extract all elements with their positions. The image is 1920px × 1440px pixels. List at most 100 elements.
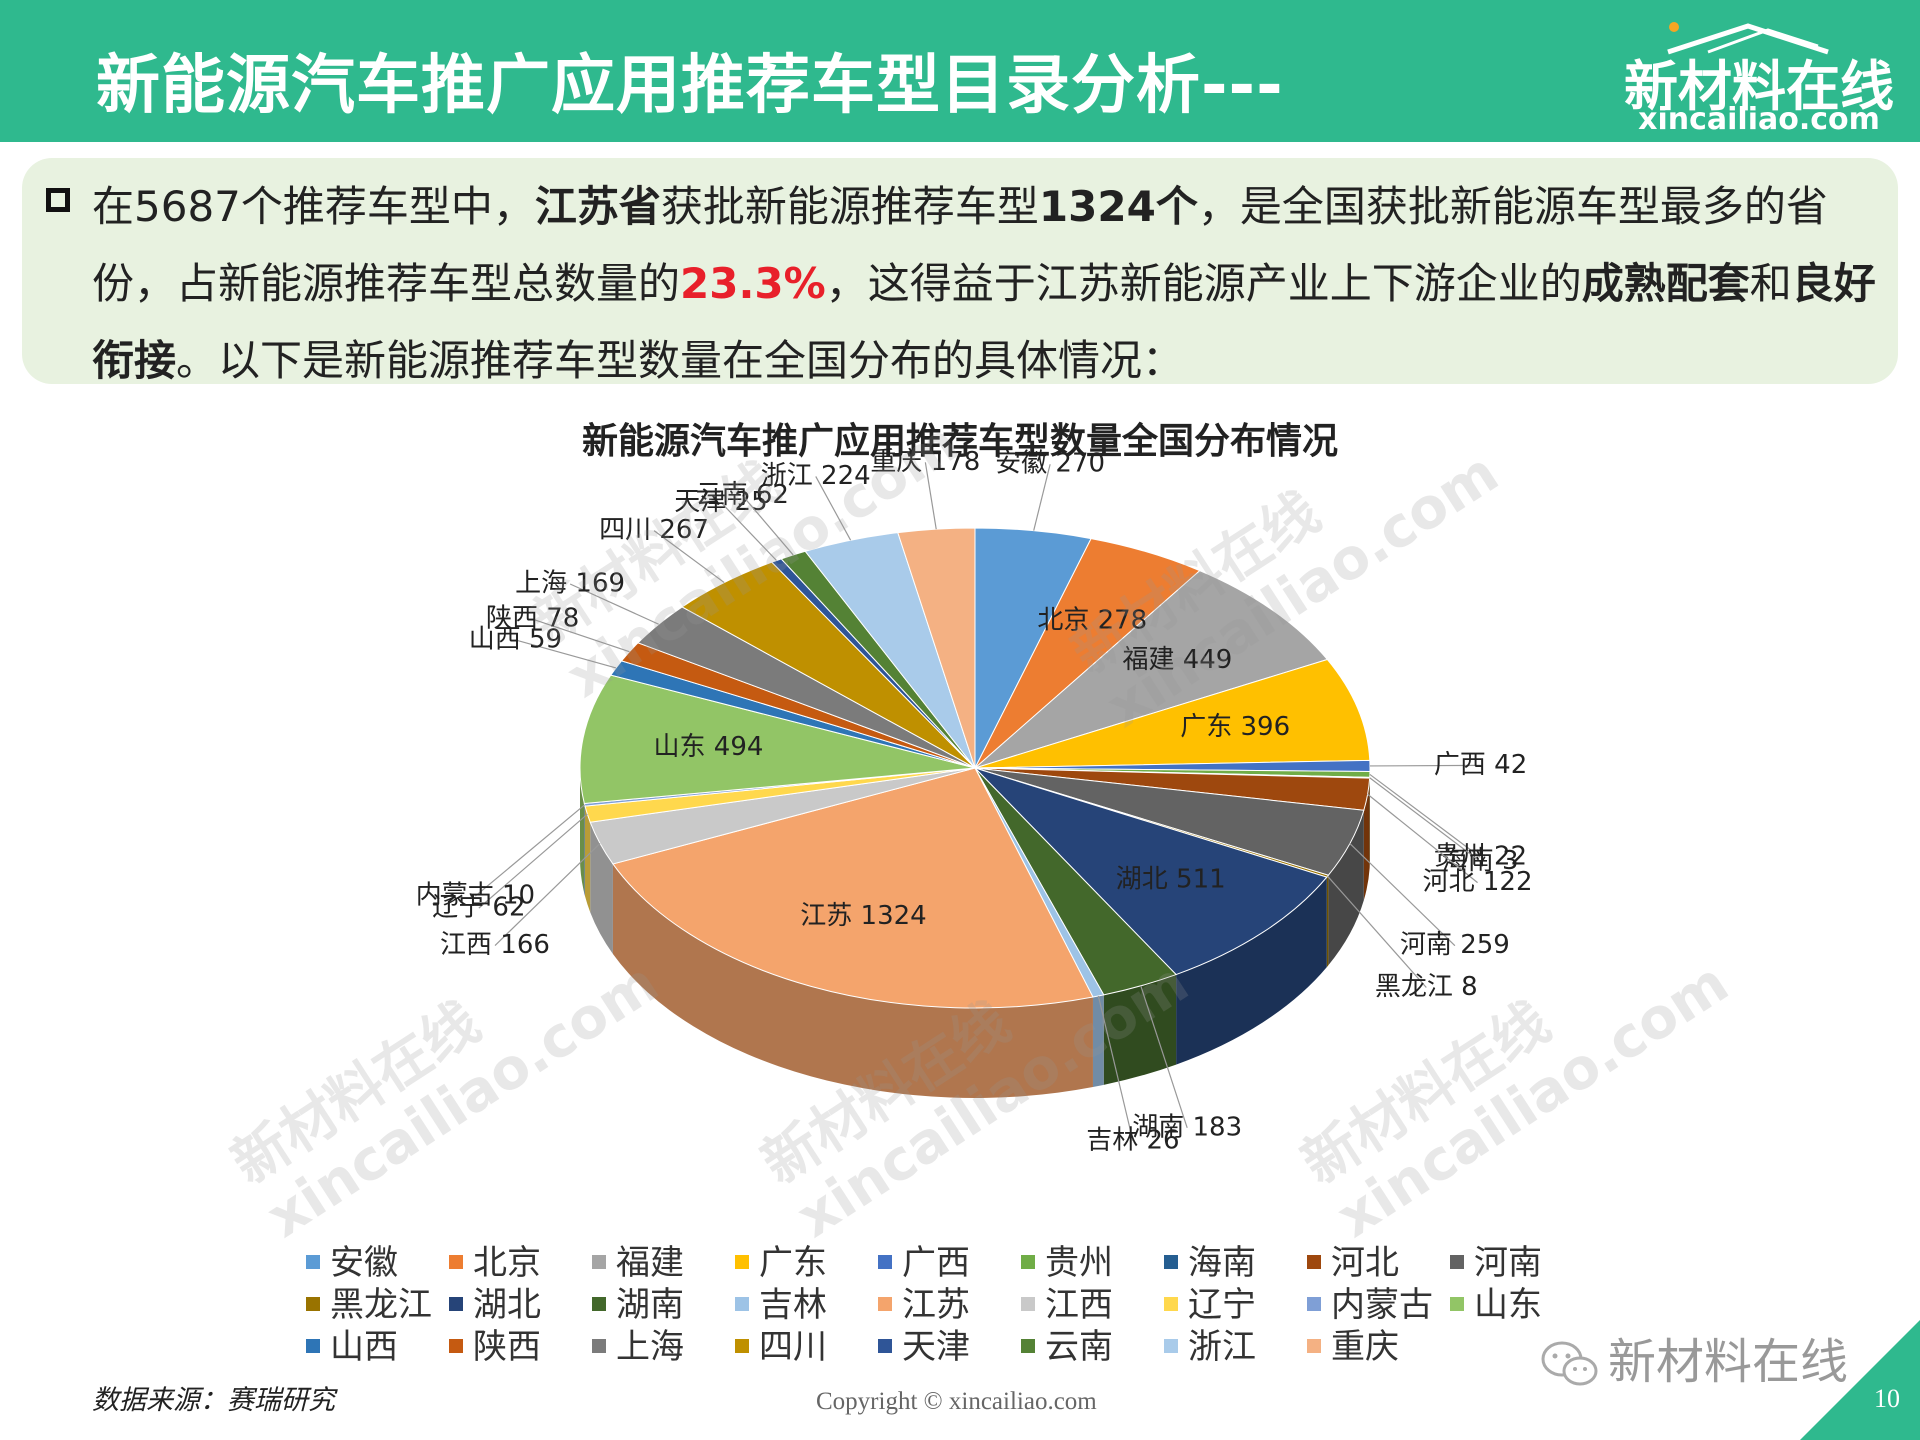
data-label-重庆: 重庆 178 bbox=[870, 447, 980, 477]
legend-item-江苏[interactable]: 江苏 bbox=[878, 1277, 970, 1326]
legend-item-广东[interactable]: 广东 bbox=[735, 1235, 827, 1284]
pie-side-辽宁 bbox=[585, 806, 591, 913]
intro-text-5: 和 bbox=[1749, 259, 1792, 308]
data-label-北京: 北京 278 bbox=[1037, 606, 1147, 636]
legend-swatch bbox=[735, 1338, 749, 1353]
legend-swatch bbox=[592, 1338, 606, 1353]
legend-swatch bbox=[878, 1338, 892, 1353]
leader-line-江西 bbox=[494, 842, 601, 946]
legend-label: 北京 bbox=[473, 1243, 541, 1283]
logo-text: 新材料在线 bbox=[1624, 55, 1894, 118]
legend-label: 江西 bbox=[1045, 1285, 1113, 1325]
data-label-天津: 天津 25 bbox=[674, 487, 767, 517]
data-label-安徽: 安徽 270 bbox=[995, 449, 1105, 479]
legend-item-河南[interactable]: 河南 bbox=[1450, 1235, 1542, 1284]
data-label-四川: 四川 267 bbox=[599, 515, 709, 545]
leader-line-陕西 bbox=[532, 618, 630, 653]
data-label-江西: 江西 166 bbox=[440, 930, 550, 960]
leader-line-贵州 bbox=[1369, 773, 1481, 858]
leader-line-湖南 bbox=[1140, 985, 1188, 1129]
leader-line-河南 bbox=[1349, 843, 1456, 947]
pie-slice-福建[interactable] bbox=[974, 570, 1329, 769]
data-label-河南: 河南 259 bbox=[1400, 930, 1510, 960]
legend-label: 云南 bbox=[1045, 1327, 1113, 1367]
leader-line-海南 bbox=[1369, 777, 1481, 862]
legend-item-湖南[interactable]: 湖南 bbox=[592, 1277, 684, 1326]
pie-side-黑龙江 bbox=[1326, 875, 1329, 968]
intro-highlight-percent: 23.3% bbox=[680, 259, 826, 308]
chart-title: 新能源汽车推广应用推荐车型数量全国分布情况 bbox=[581, 421, 1338, 462]
legend-label: 辽宁 bbox=[1188, 1285, 1256, 1325]
intro-text-6: 。以下是新能源推荐车型数量在全国分布的具体情况： bbox=[176, 336, 1185, 385]
legend-item-福建[interactable]: 福建 bbox=[592, 1235, 684, 1284]
legend-swatch bbox=[306, 1296, 320, 1311]
legend-swatch bbox=[1021, 1338, 1035, 1353]
page-number: 10 bbox=[1874, 1384, 1900, 1413]
legend-item-内蒙古[interactable]: 内蒙古 bbox=[1307, 1277, 1433, 1326]
legend-item-山西[interactable]: 山西 bbox=[306, 1319, 398, 1368]
legend-item-海南[interactable]: 海南 bbox=[1164, 1235, 1256, 1284]
legend-item-浙江[interactable]: 浙江 bbox=[1164, 1319, 1256, 1368]
legend-label: 黑龙江 bbox=[330, 1285, 432, 1325]
legend-item-重庆[interactable]: 重庆 bbox=[1307, 1319, 1399, 1368]
data-label-陕西: 陕西 78 bbox=[486, 604, 579, 634]
legend-label: 浙江 bbox=[1188, 1327, 1256, 1367]
legend-item-四川[interactable]: 四川 bbox=[735, 1319, 827, 1368]
legend-label: 海南 bbox=[1188, 1243, 1256, 1283]
leader-line-云南 bbox=[741, 494, 794, 556]
legend-item-安徽[interactable]: 安徽 bbox=[306, 1235, 398, 1284]
pie-slice-江苏[interactable] bbox=[612, 767, 1094, 1009]
legend-item-黑龙江[interactable]: 黑龙江 bbox=[306, 1277, 432, 1326]
pie-side-湖南 bbox=[1103, 974, 1177, 1085]
data-label-黑龙江: 黑龙江 8 bbox=[1375, 972, 1478, 1002]
legend-item-河北[interactable]: 河北 bbox=[1307, 1235, 1399, 1284]
legend-item-山东[interactable]: 山东 bbox=[1450, 1277, 1542, 1326]
leader-line-河北 bbox=[1367, 793, 1478, 884]
legend-label: 陕西 bbox=[473, 1327, 541, 1367]
pie-slice-山东[interactable] bbox=[579, 674, 976, 805]
legend-item-贵州[interactable]: 贵州 bbox=[1021, 1235, 1113, 1284]
legend-item-湖北[interactable]: 湖北 bbox=[449, 1277, 541, 1326]
legend-label: 湖北 bbox=[473, 1285, 541, 1325]
data-label-湖南: 湖南 183 bbox=[1132, 1112, 1242, 1142]
leader-line-安徽 bbox=[1033, 464, 1051, 531]
legend-label: 吉林 bbox=[759, 1285, 827, 1325]
leader-line-黑龙江 bbox=[1327, 875, 1427, 988]
wechat-brand: 新材料在线 bbox=[1540, 1322, 1848, 1392]
legend-swatch bbox=[592, 1254, 606, 1269]
legend-item-上海[interactable]: 上海 bbox=[592, 1319, 684, 1368]
pie-side-吉林 bbox=[1092, 994, 1104, 1088]
legend-item-吉林[interactable]: 吉林 bbox=[735, 1277, 827, 1326]
pie-slice-广东[interactable] bbox=[974, 658, 1371, 769]
leader-line-辽宁 bbox=[478, 813, 588, 909]
leader-line-广西 bbox=[1369, 764, 1481, 767]
data-label-福建: 福建 449 bbox=[1122, 645, 1232, 675]
wechat-label: 新材料在线 bbox=[1608, 1334, 1849, 1390]
legend-label: 四川 bbox=[759, 1327, 827, 1367]
leader-line-山西 bbox=[515, 639, 617, 669]
data-label-湖北: 湖北 511 bbox=[1116, 864, 1226, 894]
leader-line-天津 bbox=[720, 501, 777, 561]
pie-slice-重庆[interactable] bbox=[897, 527, 976, 769]
legend-item-辽宁[interactable]: 辽宁 bbox=[1164, 1277, 1256, 1326]
intro-text-4: ，这得益于江苏新能源产业上下游企业的 bbox=[825, 259, 1582, 308]
legend-swatch bbox=[878, 1296, 892, 1311]
legend-item-广西[interactable]: 广西 bbox=[878, 1235, 970, 1284]
data-source: 数据来源：赛瑞研究 bbox=[92, 1385, 335, 1416]
legend-swatch bbox=[449, 1254, 463, 1269]
legend-label: 湖南 bbox=[616, 1285, 684, 1325]
pie-side-内蒙古 bbox=[584, 803, 586, 897]
legend-item-北京[interactable]: 北京 bbox=[449, 1235, 541, 1284]
pie-side-江苏 bbox=[612, 863, 1093, 1098]
data-label-贵州: 贵州 22 bbox=[1434, 842, 1527, 872]
legend-item-江西[interactable]: 江西 bbox=[1021, 1277, 1113, 1326]
legend-label: 贵州 bbox=[1045, 1243, 1113, 1283]
legend-item-云南[interactable]: 云南 bbox=[1021, 1319, 1113, 1368]
data-label-浙江: 浙江 224 bbox=[761, 461, 871, 491]
pie-slice-湖北[interactable] bbox=[974, 767, 1328, 976]
legend-item-天津[interactable]: 天津 bbox=[878, 1319, 970, 1368]
legend-item-陕西[interactable]: 陕西 bbox=[449, 1319, 541, 1368]
legend-swatch bbox=[449, 1338, 463, 1353]
legend-label: 山东 bbox=[1474, 1285, 1542, 1325]
